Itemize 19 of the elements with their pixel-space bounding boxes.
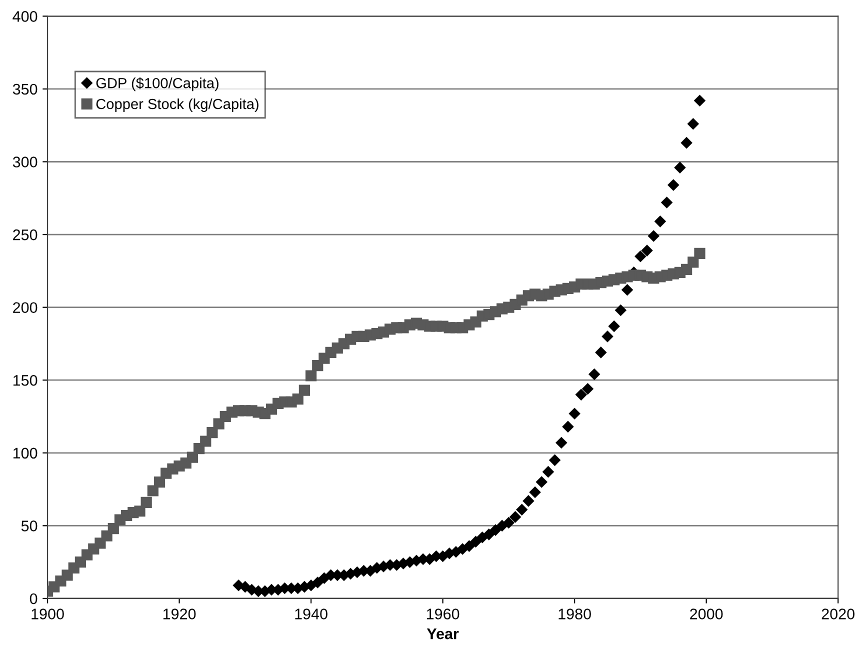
y-tick-label: 150 [13,374,38,386]
legend-label: Copper Stock (kg/Capita) [96,98,258,112]
x-tick-label: 1960 [426,608,460,620]
y-tick-label: 400 [12,11,38,22]
x-tick-label: 1940 [295,608,328,620]
y-tick-label: 200 [13,302,38,314]
x-axis-title: Year [426,628,459,640]
x-tick-label: 1920 [163,608,196,620]
y-tick-label: 50 [21,520,38,532]
x-tick-label: 2000 [690,608,723,620]
y-tick-label: 0 [30,593,38,604]
x-tick-label: 2020 [822,608,854,620]
y-tick-label: 250 [13,229,38,240]
x-tick-label: 1980 [558,608,591,620]
x-tick-label: 1900 [32,608,64,620]
y-tick-label: 100 [13,448,38,459]
y-tick-label: 350 [12,84,38,95]
legend-label: GDP ($100/Capita) [96,77,218,92]
y-tick-label: 300 [12,156,38,168]
